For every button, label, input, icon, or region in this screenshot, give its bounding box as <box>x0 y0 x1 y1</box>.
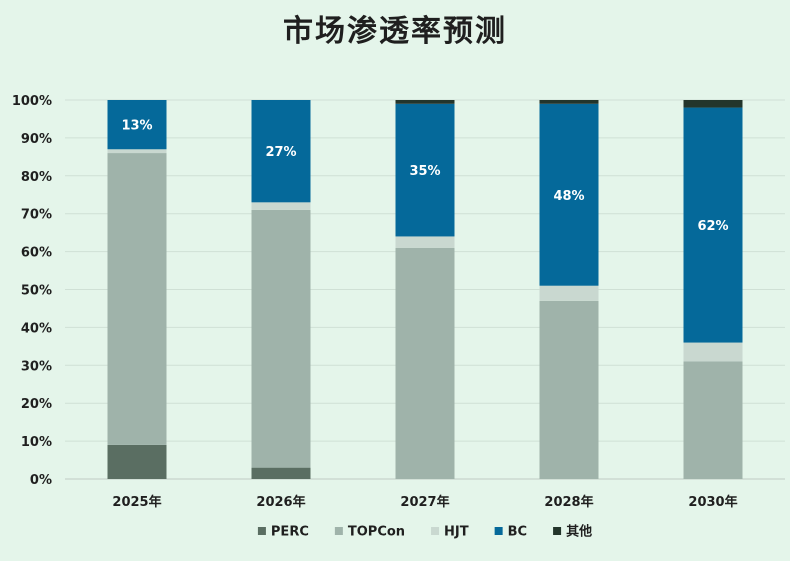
chart-title: 市场渗透率预测 <box>283 14 507 49</box>
bar-segment-其他 <box>683 100 743 108</box>
bar-segment-BC <box>107 100 167 150</box>
data-label: 13% <box>121 119 152 134</box>
legend-swatch-TOPCon <box>334 527 343 535</box>
y-tick-label: 20% <box>21 397 52 412</box>
x-tick-label: 2026年 <box>256 494 305 510</box>
x-tick-label: 2030年 <box>688 494 737 510</box>
x-tick-label: 2027年 <box>400 494 449 510</box>
legend-swatch-其他 <box>553 527 562 535</box>
y-tick-label: 100% <box>12 94 52 109</box>
legend-label: 其他 <box>566 524 592 540</box>
bar-segment-其他 <box>539 100 599 104</box>
legend-label: PERC <box>271 525 309 540</box>
legend-label: TOPCon <box>348 525 405 540</box>
bar-segment-HJT <box>107 149 167 154</box>
bar-segment-BC <box>683 107 743 343</box>
legend-label: BC <box>508 525 527 540</box>
bar-segment-BC <box>251 100 311 203</box>
y-tick-label: 30% <box>21 359 52 374</box>
bar-segment-BC <box>539 103 599 286</box>
x-tick-label: 2028年 <box>544 494 593 510</box>
bar-segment-TOPCon <box>251 209 311 468</box>
bar-segment-BC <box>395 103 455 237</box>
legend-swatch-BC <box>494 527 503 535</box>
bar-segment-TOPCon <box>395 247 455 479</box>
bar-segment-PERC <box>251 467 311 479</box>
data-label: 35% <box>409 164 440 179</box>
data-label: 48% <box>553 189 584 204</box>
y-tick-label: 80% <box>21 170 52 185</box>
bar-segment-PERC <box>107 444 167 479</box>
x-tick-label: 2025年 <box>112 494 161 510</box>
bar-segment-HJT <box>539 285 599 301</box>
y-tick-label: 70% <box>21 208 52 223</box>
bar-segment-HJT <box>683 342 743 362</box>
bar-segment-其他 <box>395 100 455 104</box>
legend-swatch-PERC <box>257 527 266 535</box>
legend-swatch-HJT <box>431 527 440 535</box>
bar-segment-HJT <box>395 236 455 248</box>
data-label: 62% <box>697 219 728 234</box>
bar-segment-TOPCon <box>107 153 167 445</box>
y-tick-label: 10% <box>21 435 52 450</box>
y-tick-label: 90% <box>21 132 52 147</box>
y-tick-label: 40% <box>21 321 52 336</box>
bar-segment-HJT <box>251 202 311 210</box>
data-label: 27% <box>265 145 296 160</box>
bar-segment-TOPCon <box>683 361 743 479</box>
y-tick-label: 0% <box>30 473 52 488</box>
legend-label: HJT <box>444 525 469 540</box>
bar-segment-TOPCon <box>539 300 599 479</box>
y-tick-label: 50% <box>21 284 52 299</box>
y-tick-label: 60% <box>21 246 52 261</box>
